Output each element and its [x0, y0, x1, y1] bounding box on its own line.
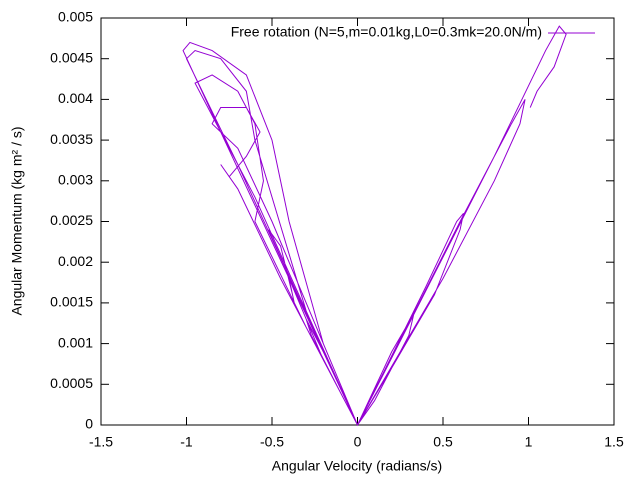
y-tick-label: 0.005 — [58, 9, 93, 25]
x-tick-label: -0.5 — [260, 434, 284, 450]
y-tick-label: 0 — [85, 416, 93, 432]
x-tick-label: 0.5 — [433, 434, 453, 450]
legend-label: Free rotation (N=5,m=0.01kg,L0=0.3mk=20.… — [231, 24, 542, 40]
x-tick-label: -1.5 — [89, 434, 113, 450]
plot-frame — [100, 17, 615, 426]
y-tick-label: 0.0025 — [50, 212, 93, 228]
y-tick-label: 0.002 — [58, 253, 93, 269]
x-axis-label: Angular Velocity (radians/s) — [272, 458, 442, 474]
data-line — [182, 25, 567, 427]
x-tick-label: 1 — [525, 434, 533, 450]
x-tick-label: -1 — [180, 434, 193, 450]
y-tick-label: 0.0045 — [50, 49, 93, 65]
y-tick-label: 0.0005 — [50, 375, 93, 391]
y-tick-label: 0.0015 — [50, 294, 93, 310]
y-axis-label: Angular Momentum (kg m² / s) — [9, 126, 25, 315]
y-tick-label: 0.001 — [58, 334, 93, 350]
y-tick-label: 0.004 — [58, 90, 93, 106]
y-tick-label: 0.003 — [58, 172, 93, 188]
x-tick-label: 1.5 — [604, 434, 624, 450]
x-tick-label: 0 — [354, 434, 362, 450]
y-tick-label: 0.0035 — [50, 131, 93, 147]
